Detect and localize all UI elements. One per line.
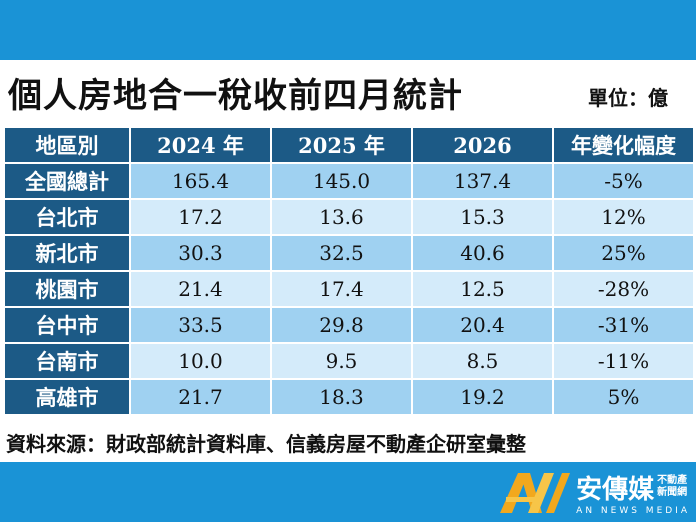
value-2026-cell: 12.5	[411, 270, 554, 308]
header-2024: 2024 年	[129, 126, 272, 164]
logo-english: AN NEWS MEDIA	[576, 505, 690, 516]
table-row: 台南市 10.0 9.5 8.5 -11%	[3, 342, 695, 380]
table-row: 桃園市 21.4 17.4 12.5 -28%	[3, 270, 695, 308]
unit-label: 單位：億	[588, 86, 668, 110]
value-2025-cell: 32.5	[270, 234, 413, 272]
value-2025-cell: 145.0	[270, 162, 413, 200]
change-cell: -31%	[552, 306, 695, 344]
region-cell: 台南市	[3, 342, 131, 380]
source-note: 資料來源：財政部統計資料庫、信義房屋不動產企研室彙整	[6, 432, 526, 456]
value-2024-cell: 21.7	[129, 378, 272, 416]
value-2026-cell: 40.6	[411, 234, 554, 272]
value-2026-cell: 19.2	[411, 378, 554, 416]
an-logo-icon	[500, 473, 571, 513]
region-cell: 台中市	[3, 306, 131, 344]
value-2026-cell: 8.5	[411, 342, 554, 380]
region-cell: 新北市	[3, 234, 131, 272]
value-2024-cell: 10.0	[129, 342, 272, 380]
value-2025-cell: 13.6	[270, 198, 413, 236]
table-row: 新北市 30.3 32.5 40.6 25%	[3, 234, 695, 272]
table-header-row: 地區別 2024 年 2025 年 2026 年變化幅度	[3, 126, 695, 164]
value-2025-cell: 29.8	[270, 306, 413, 344]
value-2026-cell: 20.4	[411, 306, 554, 344]
region-cell: 高雄市	[3, 378, 131, 416]
page-title: 個人房地合一稅收前四月統計	[8, 76, 463, 116]
value-2024-cell: 165.4	[129, 162, 272, 200]
table-row: 台北市 17.2 13.6 15.3 12%	[3, 198, 695, 236]
value-2024-cell: 30.3	[129, 234, 272, 272]
value-2026-cell: 15.3	[411, 198, 554, 236]
value-2025-cell: 18.3	[270, 378, 413, 416]
logo-name: 安傳媒	[576, 474, 655, 505]
change-cell: 25%	[552, 234, 695, 272]
table-row: 高雄市 21.7 18.3 19.2 5%	[3, 378, 695, 416]
header-2025: 2025 年	[270, 126, 413, 164]
region-cell: 台北市	[3, 198, 131, 236]
value-2024-cell: 33.5	[129, 306, 272, 344]
table-row: 全國總計 165.4 145.0 137.4 -5%	[3, 162, 695, 200]
logo-side-bottom: 新聞網	[657, 487, 688, 498]
title-area: 個人房地合一稅收前四月統計 單位：億	[0, 60, 696, 122]
an-news-media-logo: 安傳媒 不動產 新聞網 AN NEWS MEDIA	[498, 466, 690, 518]
logo-side-top: 不動產	[657, 475, 688, 486]
region-cell: 桃園市	[3, 270, 131, 308]
change-cell: -28%	[552, 270, 695, 308]
header-region: 地區別	[3, 126, 131, 164]
value-2024-cell: 21.4	[129, 270, 272, 308]
header-change: 年變化幅度	[552, 126, 695, 164]
table-row: 台中市 33.5 29.8 20.4 -31%	[3, 306, 695, 344]
header-2026: 2026	[411, 126, 554, 164]
value-2025-cell: 17.4	[270, 270, 413, 308]
change-cell: 5%	[552, 378, 695, 416]
change-cell: -11%	[552, 342, 695, 380]
change-cell: 12%	[552, 198, 695, 236]
region-cell: 全國總計	[3, 162, 131, 200]
value-2025-cell: 9.5	[270, 342, 413, 380]
change-cell: -5%	[552, 162, 695, 200]
value-2024-cell: 17.2	[129, 198, 272, 236]
statistics-table: 地區別 2024 年 2025 年 2026 年變化幅度 全國總計 165.4 …	[3, 126, 695, 416]
bottom-color-band: 安傳媒 不動產 新聞網 AN NEWS MEDIA	[0, 462, 696, 522]
top-color-band	[0, 0, 696, 60]
value-2026-cell: 137.4	[411, 162, 554, 200]
